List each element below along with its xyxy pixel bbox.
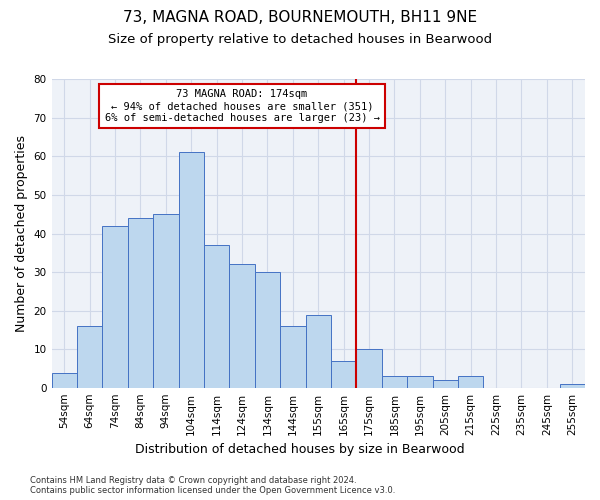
Bar xyxy=(153,214,179,388)
Bar xyxy=(204,245,229,388)
Y-axis label: Number of detached properties: Number of detached properties xyxy=(15,135,28,332)
Bar xyxy=(407,376,433,388)
Text: Distribution of detached houses by size in Bearwood: Distribution of detached houses by size … xyxy=(135,442,465,456)
Bar xyxy=(356,350,382,388)
Bar xyxy=(229,264,255,388)
Bar xyxy=(560,384,585,388)
Text: Contains HM Land Registry data © Crown copyright and database right 2024.
Contai: Contains HM Land Registry data © Crown c… xyxy=(30,476,395,495)
Text: 73, MAGNA ROAD, BOURNEMOUTH, BH11 9NE: 73, MAGNA ROAD, BOURNEMOUTH, BH11 9NE xyxy=(123,10,477,25)
Bar xyxy=(433,380,458,388)
Bar xyxy=(331,361,356,388)
Bar xyxy=(52,372,77,388)
Bar xyxy=(179,152,204,388)
Bar xyxy=(305,314,331,388)
Text: 73 MAGNA ROAD: 174sqm
← 94% of detached houses are smaller (351)
6% of semi-deta: 73 MAGNA ROAD: 174sqm ← 94% of detached … xyxy=(104,90,380,122)
Bar xyxy=(255,272,280,388)
Bar xyxy=(128,218,153,388)
Bar xyxy=(280,326,305,388)
Text: Size of property relative to detached houses in Bearwood: Size of property relative to detached ho… xyxy=(108,32,492,46)
Bar xyxy=(77,326,103,388)
Bar xyxy=(458,376,484,388)
Bar xyxy=(103,226,128,388)
Bar xyxy=(382,376,407,388)
